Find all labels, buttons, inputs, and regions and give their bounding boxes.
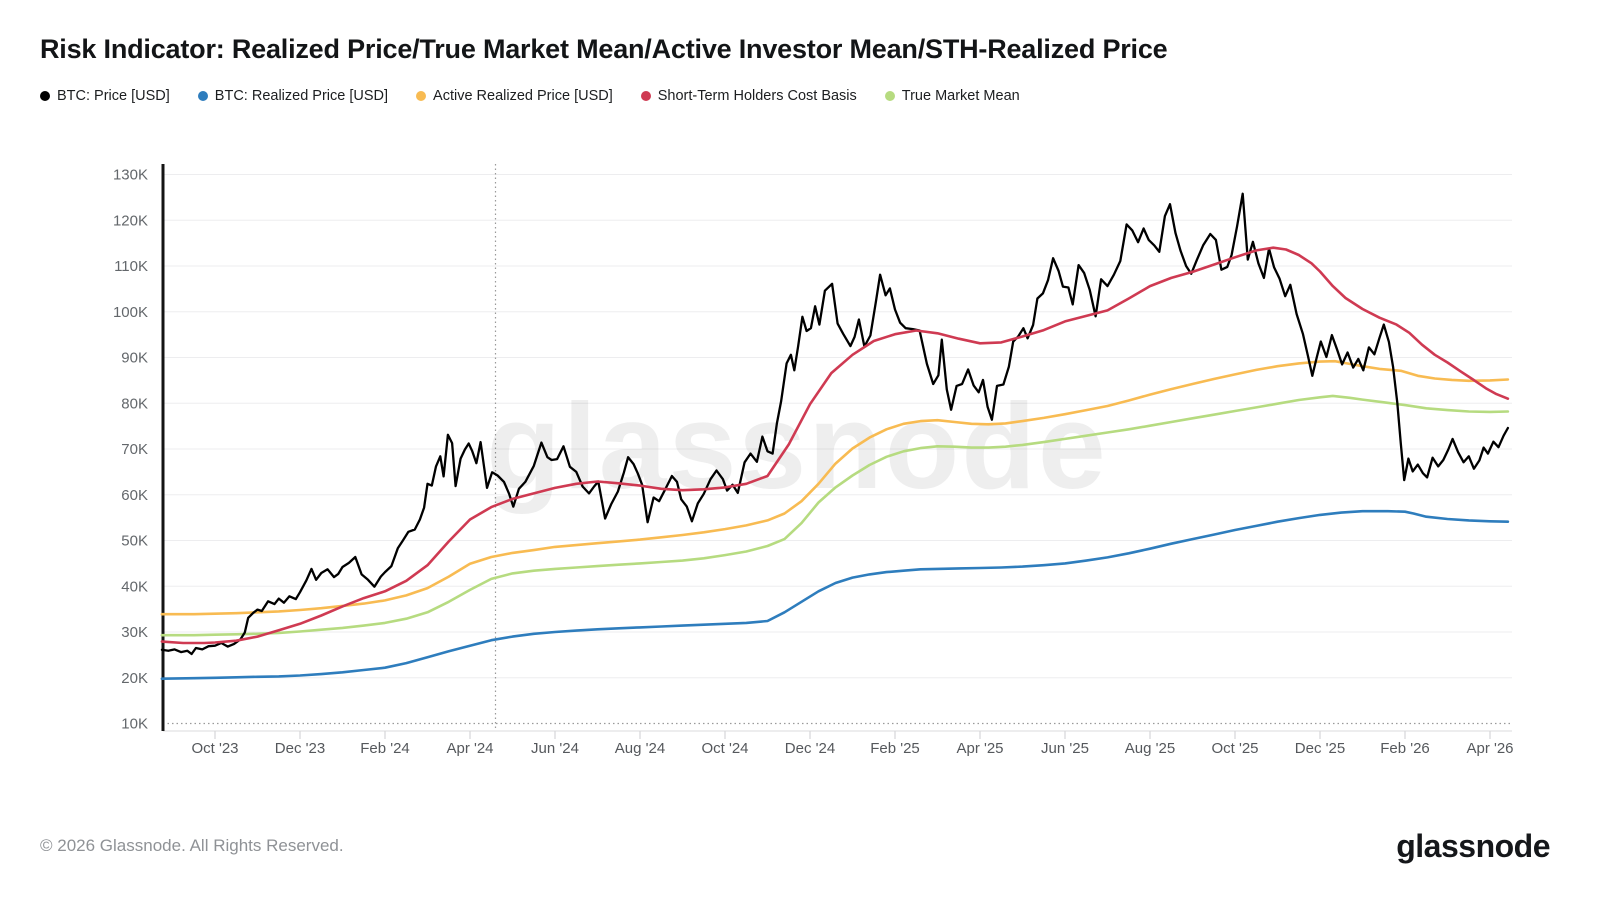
y-tick-label: 130K [113, 167, 148, 184]
x-tick-label: Dec '25 [1295, 740, 1345, 757]
x-tick-label: Feb '24 [360, 740, 410, 757]
legend-dot-icon [416, 91, 427, 101]
glassnode-logo: glassnode [1396, 828, 1550, 864]
y-tick-label: 30K [121, 624, 148, 641]
x-tick-label: Aug '25 [1125, 740, 1175, 757]
legend-label: BTC: Realized Price [USD] [214, 88, 389, 104]
y-tick-label: 40K [121, 578, 148, 595]
legend-label: Active Realized Price [USD] [433, 88, 613, 104]
y-tick-label: 90K [121, 350, 148, 367]
legend-item-true-market-mean[interactable]: True Market Mean [884, 88, 1020, 104]
legend-dot-icon [197, 91, 208, 101]
legend-label: True Market Mean [901, 88, 1020, 104]
y-tick-label: 100K [113, 304, 148, 321]
x-tick-label: Feb '26 [1380, 740, 1430, 757]
copyright-text: © 2026 Glassnode. All Rights Reserved. [40, 836, 344, 855]
y-tick-label: 50K [121, 533, 148, 550]
x-tick-label: Aug '24 [615, 740, 665, 757]
x-tick-label: Apr '24 [446, 740, 493, 757]
x-tick-label: Dec '24 [785, 740, 835, 757]
y-tick-label: 10K [121, 716, 148, 733]
x-tick-label: Oct '23 [191, 740, 238, 757]
legend-dot-icon [640, 91, 651, 101]
y-tick-label: 120K [113, 212, 148, 229]
series-line-short-term-holders-cost-basis [160, 246, 1510, 645]
legend-item-active-realized-price[interactable]: Active Realized Price [USD] [416, 88, 613, 104]
series-line-btc-realized-price-usd [160, 509, 1510, 681]
legend-dot-icon [884, 91, 895, 101]
x-tick-label: Apr '25 [956, 740, 1003, 757]
series-line-btc-price-usd [160, 192, 1510, 656]
series-line-true-market-mean [160, 394, 1510, 637]
legend-item-btc-price[interactable]: BTC: Price [USD] [40, 88, 170, 104]
x-tick-label: Feb '25 [870, 740, 920, 757]
legend-label: BTC: Price [USD] [57, 88, 170, 104]
legend-item-realized-price[interactable]: BTC: Realized Price [USD] [197, 88, 389, 104]
y-tick-label: 80K [121, 395, 148, 412]
x-tick-label: Apr '26 [1466, 740, 1513, 757]
x-tick-label: Oct '24 [701, 740, 748, 757]
x-tick-label: Oct '25 [1211, 740, 1258, 757]
legend-dot-icon [40, 91, 50, 101]
y-tick-label: 70K [121, 441, 148, 458]
x-tick-label: Jun '25 [1041, 740, 1089, 757]
legend-item-sth-cost-basis[interactable]: Short-Term Holders Cost Basis [640, 88, 857, 104]
x-tick-label: Dec '23 [275, 740, 325, 757]
y-tick-label: 110K [114, 258, 148, 275]
series-line-active-realized-price-usd [160, 359, 1510, 616]
chart-legend: BTC: Price [USD] BTC: Realized Price [US… [40, 88, 1020, 104]
legend-label: Short-Term Holders Cost Basis [657, 88, 857, 104]
page-title: Risk Indicator: Realized Price/True Mark… [40, 34, 1168, 64]
y-tick-label: 20K [121, 670, 148, 687]
x-tick-label: Jun '24 [531, 740, 579, 757]
y-tick-label: 60K [121, 487, 148, 504]
